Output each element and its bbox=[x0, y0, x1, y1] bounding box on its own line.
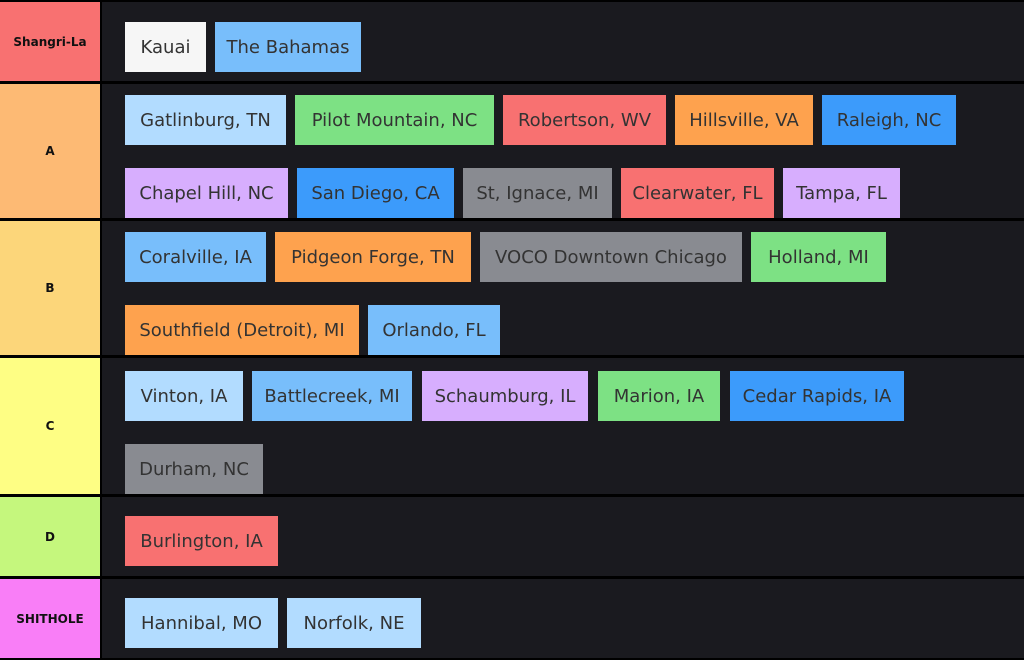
tier-row-d: D Burlington, IA bbox=[0, 497, 1024, 576]
tier-item[interactable]: Chapel Hill, NC bbox=[125, 168, 288, 218]
tier-row-c: C Vinton, IA Battlecreek, MI Schaumburg, IL… bbox=[0, 358, 1024, 494]
tier-item[interactable]: VOCO Downtown Chicago bbox=[480, 232, 742, 282]
tier-item[interactable]: Schaumburg, IL bbox=[422, 371, 588, 421]
tier-row-b: B Coralville, IA Pidgeon Forge, TN VOCO Dow… bbox=[0, 221, 1024, 355]
tier-item[interactable]: Marion, IA bbox=[598, 371, 720, 421]
tier-items-area[interactable]: Burlington, IA bbox=[102, 497, 1024, 576]
tier-item[interactable]: Pidgeon Forge, TN bbox=[275, 232, 471, 282]
tier-item[interactable]: Raleigh, NC bbox=[822, 95, 956, 145]
tier-item[interactable]: Tampa, FL bbox=[783, 168, 900, 218]
tier-item[interactable]: Vinton, IA bbox=[125, 371, 243, 421]
tier-label[interactable]: Shangri-La bbox=[0, 2, 100, 81]
tier-item[interactable]: Durham, NC bbox=[125, 444, 263, 494]
tier-item[interactable]: Orlando, FL bbox=[368, 305, 500, 355]
tier-item[interactable]: Battlecreek, MI bbox=[252, 371, 412, 421]
tier-label[interactable]: D bbox=[0, 497, 100, 576]
tier-item[interactable]: Holland, MI bbox=[751, 232, 886, 282]
tier-item[interactable]: Gatlinburg, TN bbox=[125, 95, 286, 145]
tier-items-area[interactable]: Vinton, IA Battlecreek, MI Schaumburg, IL M… bbox=[102, 358, 1024, 494]
tier-items-area[interactable]: Coralville, IA Pidgeon Forge, TN VOCO Down… bbox=[102, 221, 1024, 355]
tier-row-a: A Gatlinburg, TN Pilot Mountain, NC Roberts… bbox=[0, 84, 1024, 218]
tier-item[interactable]: Robertson, WV bbox=[503, 95, 666, 145]
tier-item[interactable]: Southfield (Detroit), MI bbox=[125, 305, 359, 355]
tier-label[interactable]: C bbox=[0, 358, 100, 494]
tier-item[interactable]: Hillsville, VA bbox=[675, 95, 813, 145]
tier-item[interactable]: Clearwater, FL bbox=[621, 168, 774, 218]
tier-label[interactable]: A bbox=[0, 84, 100, 218]
tier-items-area[interactable]: Gatlinburg, TN Pilot Mountain, NC Robertso… bbox=[102, 84, 1024, 218]
tier-items-area[interactable]: Kauai The Bahamas bbox=[102, 2, 1024, 81]
tier-label[interactable]: SHITHOLE bbox=[0, 579, 100, 658]
tier-label[interactable]: B bbox=[0, 221, 100, 355]
tier-item[interactable]: Coralville, IA bbox=[125, 232, 266, 282]
tier-item[interactable]: Cedar Rapids, IA bbox=[730, 371, 904, 421]
tier-item[interactable]: San Diego, CA bbox=[297, 168, 454, 218]
tier-row-shangri-la: Shangri-La Kauai The Bahamas bbox=[0, 2, 1024, 81]
tier-item[interactable]: Burlington, IA bbox=[125, 516, 278, 566]
tier-item[interactable]: The Bahamas bbox=[215, 22, 361, 72]
tier-item[interactable]: Pilot Mountain, NC bbox=[295, 95, 494, 145]
tier-item[interactable]: St, Ignace, MI bbox=[463, 168, 612, 218]
tier-item[interactable]: Hannibal, MO bbox=[125, 598, 278, 648]
tier-items-area[interactable]: Hannibal, MO Norfolk, NE bbox=[102, 579, 1024, 658]
tier-row-shithole: SHITHOLE Hannibal, MO Norfolk, NE bbox=[0, 579, 1024, 658]
tier-item[interactable]: Norfolk, NE bbox=[287, 598, 421, 648]
tier-item[interactable]: Kauai bbox=[125, 22, 206, 72]
